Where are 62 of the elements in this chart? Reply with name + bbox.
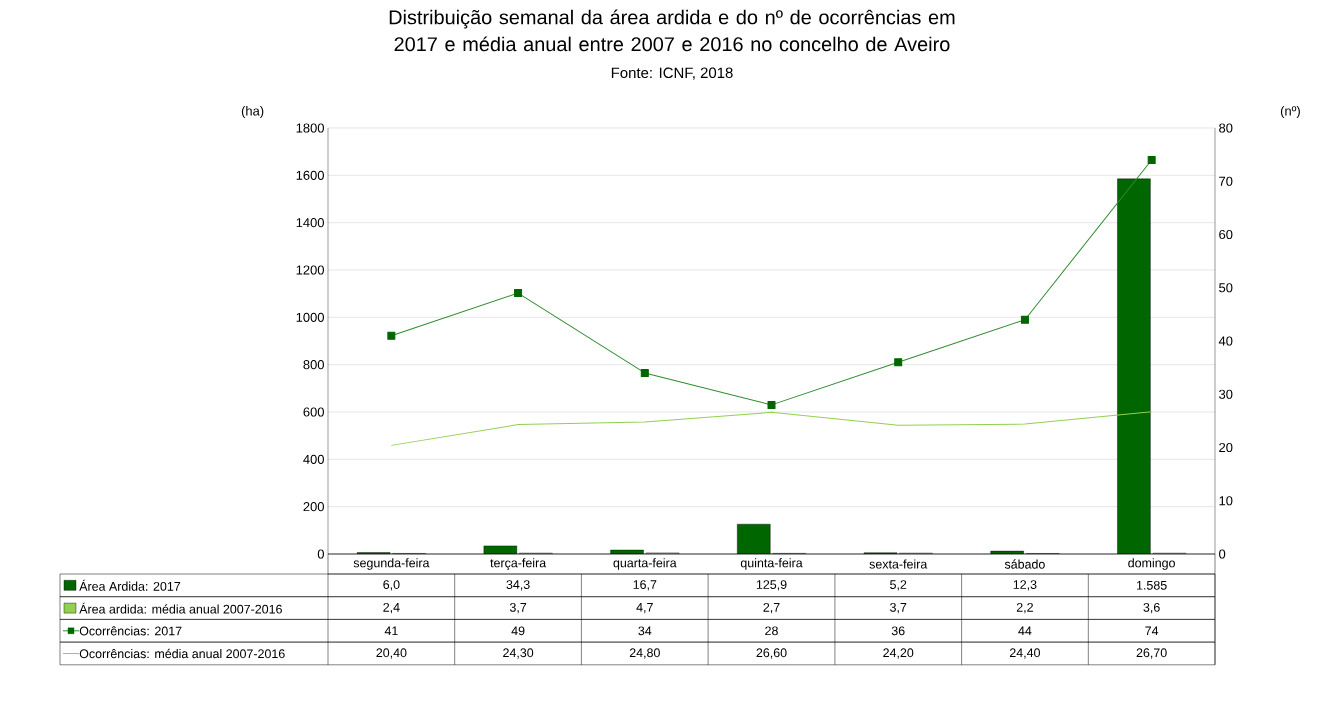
y2-tick-label: 70 xyxy=(1219,176,1233,186)
data-label: 6,0 xyxy=(383,580,400,591)
legend-label: Área Ardida: 2017 xyxy=(79,579,181,591)
data-label: 1.585 xyxy=(1136,580,1167,590)
chart-title: Distribuição semanal da área ardida e do nº de ocorrências em 2017 e média anual entre 2007 e 2016 no concelho de Aveiro xyxy=(389,9,955,52)
y2-tick-label: 60 xyxy=(1219,229,1233,240)
y2-tick-label: 50 xyxy=(1219,283,1233,293)
data-label: 16,7 xyxy=(633,580,657,591)
y-tick-label: 1400 xyxy=(296,218,324,228)
y2-axis-title: (nº) xyxy=(1280,106,1300,119)
data-label: 20,40 xyxy=(376,648,407,659)
data-label: 34,3 xyxy=(506,580,530,591)
y-tick-label: 200 xyxy=(303,502,324,512)
y2-tick-label: 30 xyxy=(1219,389,1233,399)
data-label: 28 xyxy=(765,626,778,636)
x-tick-label: sexta-feira xyxy=(869,559,928,569)
data-label: 2,4 xyxy=(383,602,400,614)
y2-tick-label: 40 xyxy=(1218,336,1233,346)
data-label: 36 xyxy=(891,626,905,636)
source-note: Fonte: ICNF, 2018 xyxy=(611,67,733,80)
data-label: 4,7 xyxy=(636,603,653,614)
y-tick-label: 0 xyxy=(317,549,324,559)
data-label: 3,7 xyxy=(509,602,527,614)
data-label: 26,70 xyxy=(1136,648,1167,659)
legend-label: Área ardida: média anual 2007-2016 xyxy=(79,602,282,614)
y-tick-label: 1200 xyxy=(296,265,324,275)
data-label: 49 xyxy=(511,626,525,636)
y2-tick-label: 20 xyxy=(1219,442,1233,453)
data-label: 3,6 xyxy=(1143,602,1160,614)
data-label: 24,20 xyxy=(883,648,914,659)
data-label: 24,30 xyxy=(503,648,534,659)
x-tick-label: terça-feira xyxy=(490,558,547,570)
data-label: 41 xyxy=(384,626,398,636)
x-tick-label: quinta-feira xyxy=(740,558,803,570)
y2-tick-label: 0 xyxy=(1219,549,1226,559)
y-tick-label: 1600 xyxy=(296,170,324,180)
y2-tick-label: 10 xyxy=(1219,496,1233,506)
data-label: 2,2 xyxy=(1016,602,1033,614)
y-tick-label: 800 xyxy=(303,360,324,370)
data-label: 125,9 xyxy=(756,580,787,591)
y-tick-label: 1800 xyxy=(296,123,324,133)
x-tick-label: quarta-feira xyxy=(613,558,677,570)
y2-tick-label: 80 xyxy=(1219,123,1233,133)
data-label: 24,40 xyxy=(1009,648,1040,659)
data-label: 26,60 xyxy=(756,648,787,659)
data-label: 5,2 xyxy=(890,580,907,591)
y-tick-label: 1000 xyxy=(296,312,324,322)
legend-label: Ocorrências: 2017 xyxy=(79,626,182,636)
data-label: 34 xyxy=(638,626,652,636)
y-tick-label: 400 xyxy=(303,454,324,464)
legend-label: Ocorrências: média anual 2007-2016 xyxy=(79,648,285,659)
data-label: 44 xyxy=(1018,626,1032,636)
data-label: 24,80 xyxy=(629,648,660,659)
data-label: 2,7 xyxy=(763,602,780,614)
x-tick-label: sábado xyxy=(1004,559,1045,569)
data-label: 12,3 xyxy=(1013,580,1037,591)
data-label: 3,7 xyxy=(890,602,907,614)
y-tick-label: 600 xyxy=(303,407,324,417)
y-axis-title: (ha) xyxy=(241,106,264,119)
x-tick-label: segunda-feira xyxy=(353,558,430,570)
x-tick-label: domingo xyxy=(1128,558,1175,570)
data-label: 74 xyxy=(1145,626,1159,636)
